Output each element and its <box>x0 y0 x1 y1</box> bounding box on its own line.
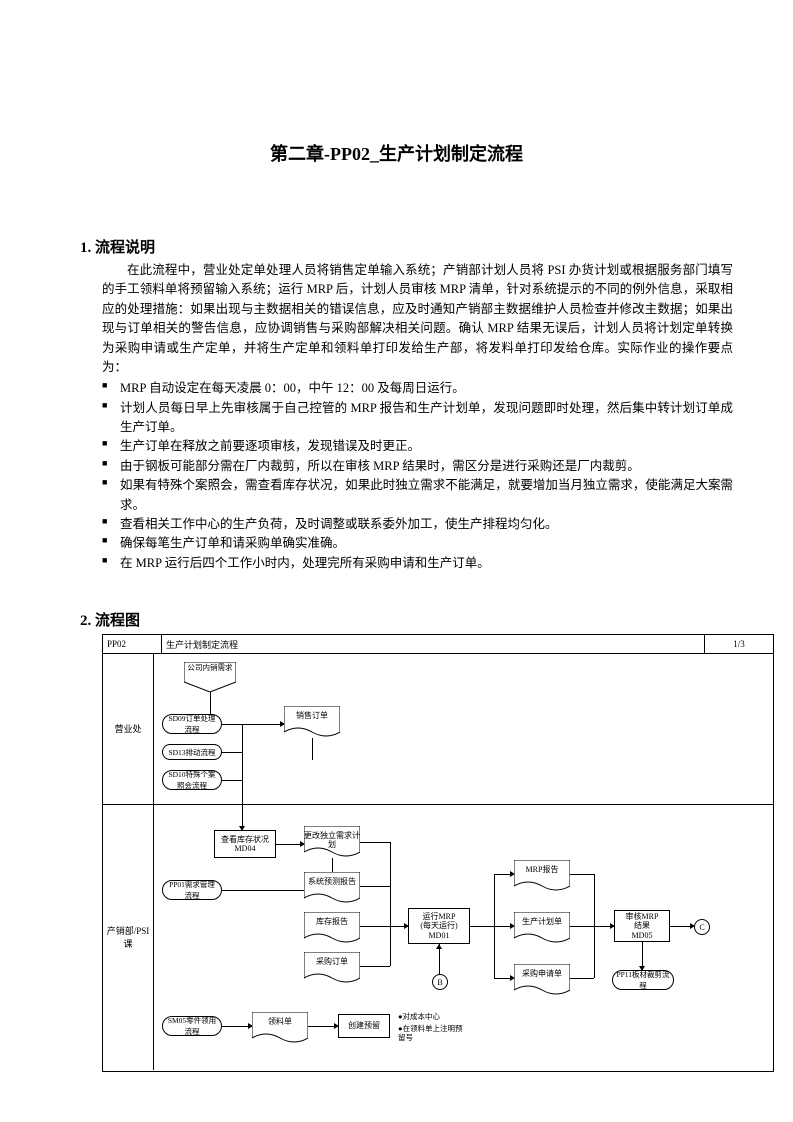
box-md01: 运行MRP(每天运行)MD01 <box>408 908 470 944</box>
section1-heading: 1. 流程说明 <box>80 236 733 257</box>
doc-pr: 采购申请单 <box>514 964 570 998</box>
doc-inventory: 库存报告 <box>304 912 360 946</box>
lane-top-label: 营业处 <box>103 654 153 805</box>
bullet: 计划人员每日早上先审核属于自己控管的 MRP 报告和生产计划单，发现问题即时处理… <box>102 399 733 438</box>
doc-picklist: 领料单 <box>252 1012 308 1046</box>
section2-heading: 2. 流程图 <box>80 609 733 630</box>
connector-c: C <box>694 919 710 935</box>
pill-sd09: SD09订单处理流程 <box>162 714 222 734</box>
connector-b: B <box>432 974 448 990</box>
pill-sm05: SM05零件领用流程 <box>162 1016 222 1036</box>
doc-sysforecast: 系统预测报告 <box>304 872 360 906</box>
box-md05: 审核MRP结果MD05 <box>614 910 670 942</box>
flowchart: PP02 生产计划制定流程 1/3 营业处 产销部/PSI课 公司内销需求 SD… <box>102 634 774 1072</box>
pill-pp01: PP01需求管理流程 <box>162 880 222 900</box>
start-arrow: 公司内销需求 <box>184 662 236 694</box>
flow-page: 1/3 <box>705 635 773 653</box>
pill-sd10: SD10特殊个案照会流程 <box>162 770 222 790</box>
section1-paragraph: 在此流程中，营业处定单处理人员将销售定单输入系统；产销部计划人员将 PSI 办货… <box>102 261 733 377</box>
pill-sd13: SD13排动流程 <box>162 744 222 760</box>
bullet: 由于钢板可能部分需在厂内裁剪，所以在审核 MRP 结果时，需区分是进行采购还是厂… <box>102 457 733 476</box>
flow-title: 生产计划制定流程 <box>162 635 705 653</box>
box-md04: 查看库存状况MD04 <box>214 830 276 858</box>
bullet: MRP 自动设定在每天凌晨 0：00，中午 12：00 及每周日运行。 <box>102 379 733 398</box>
flow-code: PP02 <box>103 635 162 653</box>
doc-prodplan: 生产计划单 <box>514 912 570 946</box>
bullet: 生产订单在释放之前要逐项审核，发现错误及时更正。 <box>102 437 733 456</box>
doc-sales-order: 销售订单 <box>284 706 340 740</box>
note-2: ●在领料单上注明预留号 <box>398 1024 468 1042</box>
doc-mrp-report: MRP报告 <box>514 860 570 894</box>
start-label: 公司内销需求 <box>184 664 236 672</box>
page-title: 第二章-PP02_生产计划制定流程 <box>60 140 733 166</box>
doc-po: 采购订单 <box>304 952 360 986</box>
note-1: ●对成本中心 <box>398 1012 440 1021</box>
bullet: 在 MRP 运行后四个工作小时内，处理完所有采购申请和生产订单。 <box>102 554 733 573</box>
box-reserve: 创建预留 <box>338 1014 390 1038</box>
pill-pp11: PP11板材裁剪流程 <box>612 970 674 990</box>
bullet: 确保每笔生产订单和请采购单确实准确。 <box>102 534 733 553</box>
bullet: 如果有特殊个案照会，需查看库存状况，如果此时独立需求不能满足，就要增加当月独立需… <box>102 476 733 515</box>
bullet: 查看相关工作中心的生产负荷，及时调整或联系委外加工，使生产排程均匀化。 <box>102 515 733 534</box>
lane-bot-label: 产销部/PSI课 <box>103 805 153 1070</box>
section1-bullets: MRP 自动设定在每天凌晨 0：00，中午 12：00 及每周日运行。 计划人员… <box>102 379 733 573</box>
doc-indreq: 更改独立需求计划 <box>304 826 360 860</box>
